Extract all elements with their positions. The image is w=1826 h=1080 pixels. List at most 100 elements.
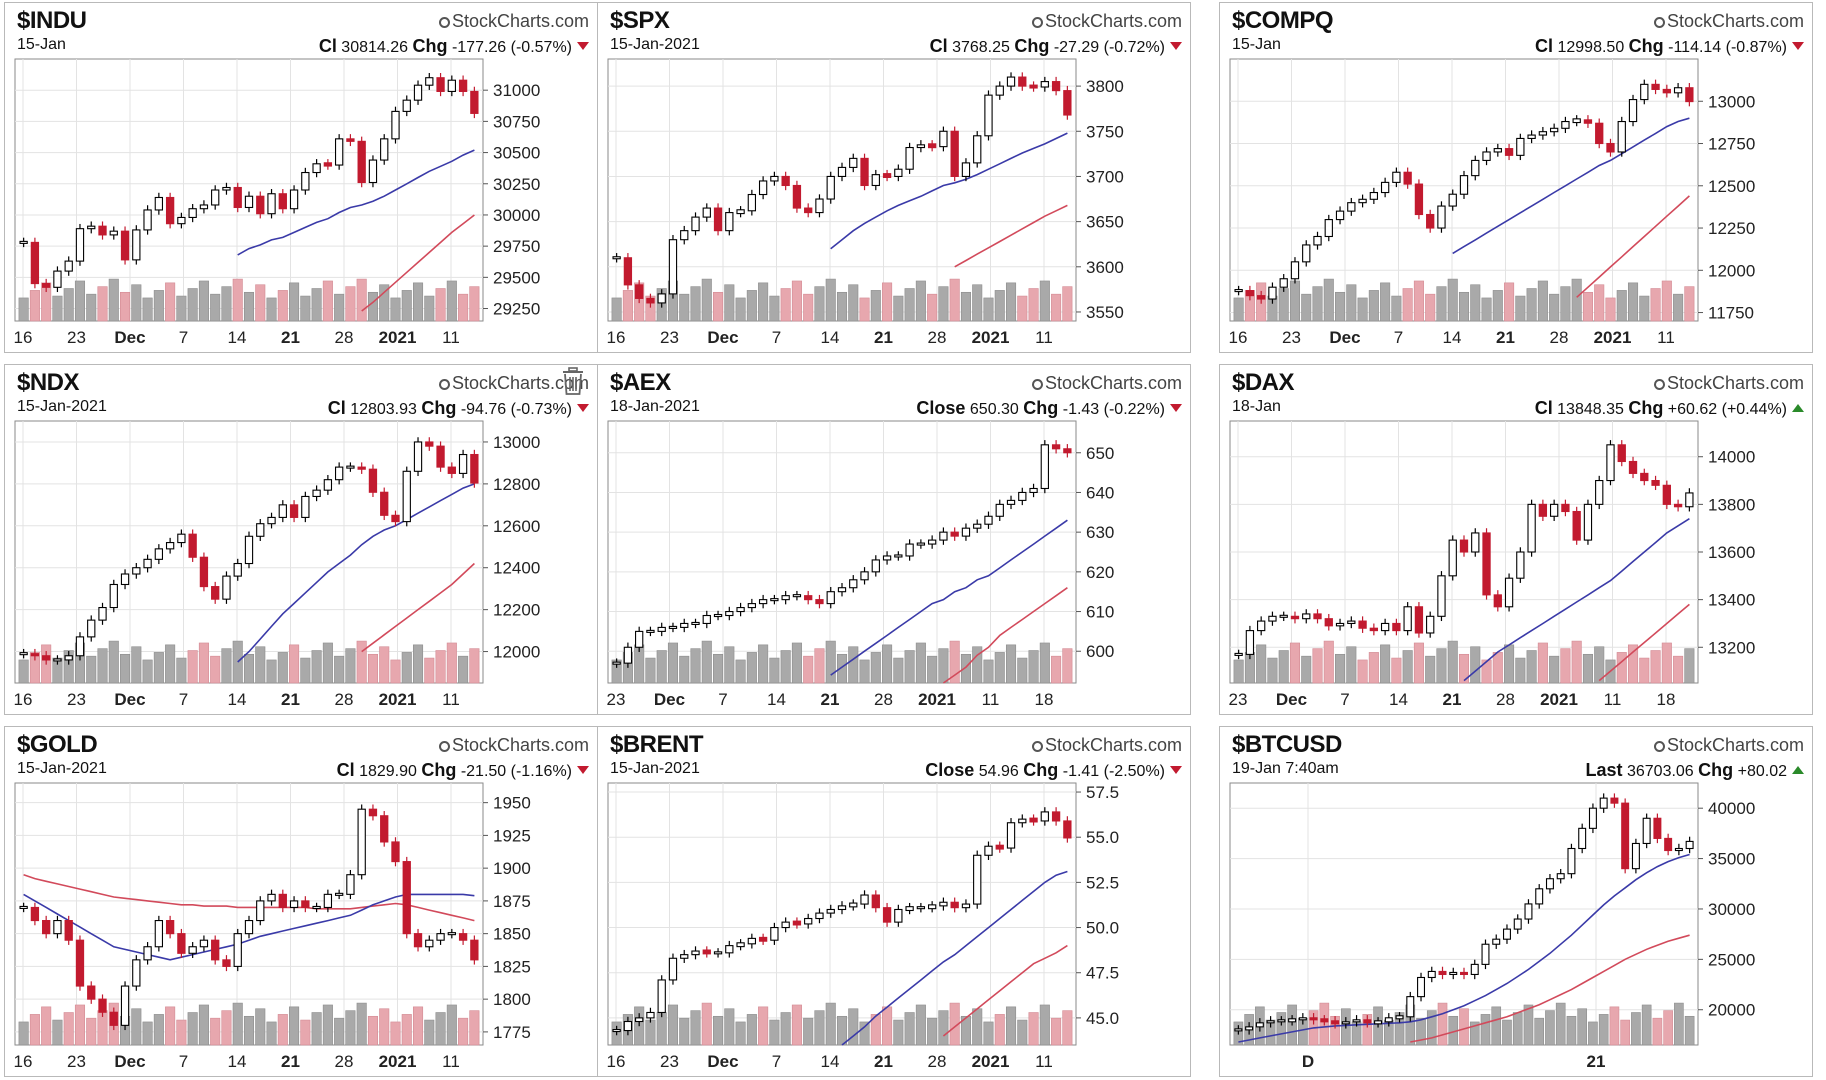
chart-panel-brent[interactable]: $BRENT StockCharts.com 15-Jan-2021 Close 54… bbox=[597, 726, 1191, 1077]
stockcharts-logo-icon bbox=[1653, 741, 1665, 752]
volume-bar bbox=[1436, 648, 1447, 684]
quote-date: 18-Jan bbox=[1232, 398, 1281, 415]
volume-bar bbox=[198, 1004, 209, 1046]
watermark: StockCharts.com bbox=[438, 735, 589, 756]
candle-body bbox=[1449, 971, 1458, 976]
x-tick-label: Dec bbox=[114, 1052, 145, 1071]
volume-bar bbox=[1577, 1008, 1587, 1046]
chart-panel-dax[interactable]: $DAX StockCharts.com 18-Jan Cl 13848.35 Chg… bbox=[1219, 364, 1813, 715]
candle-body bbox=[1298, 1017, 1307, 1021]
chg-label: Chg bbox=[1014, 36, 1050, 56]
volume-bar bbox=[266, 659, 277, 684]
watermark: StockCharts.com bbox=[1653, 735, 1804, 756]
x-tick-label: 28 bbox=[1496, 690, 1515, 709]
sma20-line bbox=[841, 870, 1068, 1046]
y-tick-label: 13600 bbox=[1708, 543, 1755, 562]
trash-icon[interactable] bbox=[560, 366, 586, 396]
candle-body bbox=[199, 204, 209, 210]
chart-panel-indu[interactable]: $INDU StockCharts.com 15-Jan Cl 30814.26 Ch… bbox=[4, 2, 598, 353]
chart-panel-btcusd[interactable]: $BTCUSD StockCharts.com 19-Jan 7:40am Last … bbox=[1219, 726, 1813, 1077]
candle-body bbox=[1268, 615, 1277, 622]
candle-body bbox=[1448, 539, 1457, 577]
candle-body bbox=[19, 905, 28, 909]
candle-body bbox=[995, 844, 1004, 850]
stockcharts-logo-icon bbox=[1031, 741, 1043, 752]
volume-bar bbox=[735, 297, 746, 322]
volume-bar bbox=[870, 290, 881, 322]
candle-body bbox=[894, 554, 903, 558]
candle-body bbox=[804, 917, 813, 925]
volume-bar bbox=[645, 657, 656, 684]
candle-body bbox=[1290, 261, 1300, 280]
y-tick-label: 3800 bbox=[1086, 77, 1124, 96]
volume-bar bbox=[401, 1014, 412, 1046]
volume-bar bbox=[458, 1017, 469, 1046]
y-tick-label: 1925 bbox=[493, 826, 531, 845]
volume-bar bbox=[1301, 293, 1312, 322]
candle-body bbox=[211, 939, 220, 961]
candle-body bbox=[267, 516, 276, 525]
volume-bar bbox=[836, 653, 848, 684]
y-tick-label: 640 bbox=[1086, 483, 1114, 502]
volume-bar bbox=[1380, 282, 1391, 322]
volume-bar bbox=[893, 295, 904, 322]
volume-bar bbox=[1051, 1017, 1062, 1046]
candle-body bbox=[725, 610, 734, 617]
y-tick-label: 50.0 bbox=[1086, 919, 1119, 938]
candle-body bbox=[368, 468, 378, 493]
volume-bar bbox=[859, 297, 870, 322]
volume-bar bbox=[724, 646, 735, 684]
candle-body bbox=[64, 920, 73, 941]
candle-body bbox=[646, 1011, 655, 1019]
volume-bar bbox=[1256, 644, 1267, 684]
x-tick-label: 23 bbox=[67, 328, 86, 347]
chart-panel-gold[interactable]: $GOLD StockCharts.com 15-Jan-2021 Cl 1829.9… bbox=[4, 726, 598, 1077]
candle-body bbox=[1358, 620, 1367, 629]
volume-bar bbox=[701, 278, 712, 322]
volume-bar bbox=[1062, 648, 1073, 684]
candle-body bbox=[1324, 618, 1333, 627]
sma20-line bbox=[1238, 853, 1690, 1043]
x-tick-label: 14 bbox=[228, 690, 247, 709]
x-tick-label: 16 bbox=[14, 328, 33, 347]
candle-body bbox=[244, 535, 254, 565]
watermark: StockCharts.com bbox=[1031, 373, 1182, 394]
volume-bar bbox=[255, 284, 266, 322]
volume-bar bbox=[1534, 1017, 1545, 1046]
candle-body bbox=[233, 186, 242, 209]
volume-bar bbox=[758, 1006, 769, 1046]
chart-svg: 1950 1925 1900 1875 1850 1825 1800 1775 16 23 Dec 7… bbox=[14, 782, 531, 1071]
volume-bar bbox=[735, 1021, 746, 1046]
volume-bar bbox=[1335, 291, 1346, 322]
y-tick-label: 29750 bbox=[493, 237, 540, 256]
candle-body bbox=[1395, 1015, 1404, 1020]
quote-values: Cl 12998.50 Chg -114.14 (-0.87%) bbox=[1535, 36, 1804, 57]
candle-body bbox=[447, 79, 456, 92]
candle-body bbox=[1493, 148, 1502, 153]
candle-body bbox=[334, 892, 344, 896]
x-tick-label: Dec bbox=[1329, 328, 1360, 347]
volume-bar bbox=[52, 1019, 63, 1046]
chart-panel-spx[interactable]: $SPX StockCharts.com 15-Jan-2021 Cl 3768.25… bbox=[597, 2, 1191, 353]
candle-body bbox=[132, 229, 141, 261]
volume-bar bbox=[904, 288, 915, 322]
plot-frame bbox=[14, 782, 484, 1046]
candle-body bbox=[1302, 244, 1311, 263]
candle-body bbox=[211, 189, 220, 206]
candle-body bbox=[334, 138, 344, 166]
y-tick-label: 40000 bbox=[1708, 799, 1755, 818]
candle-body bbox=[1527, 503, 1536, 553]
volume-bar bbox=[446, 280, 457, 322]
volume-bar bbox=[198, 642, 209, 684]
chart-panel-compq[interactable]: $COMPQ StockCharts.com 15-Jan Cl 12998.50 C… bbox=[1219, 2, 1813, 353]
candle-body bbox=[950, 531, 959, 537]
volume-bar bbox=[1491, 1006, 1502, 1046]
candle-body bbox=[1556, 873, 1565, 880]
volume-bar bbox=[1362, 1014, 1373, 1046]
volume-bar bbox=[1684, 648, 1695, 684]
sma50-line bbox=[1576, 195, 1690, 298]
chart-panel-aex[interactable]: $AEX StockCharts.com 18-Jan-2021 Close 650.… bbox=[597, 364, 1191, 715]
candle-body bbox=[1572, 118, 1581, 124]
candle-body bbox=[882, 555, 892, 561]
chart-panel-ndx[interactable]: $NDX StockCharts.com 15-Jan-2021 Cl 12803.9… bbox=[4, 364, 598, 715]
